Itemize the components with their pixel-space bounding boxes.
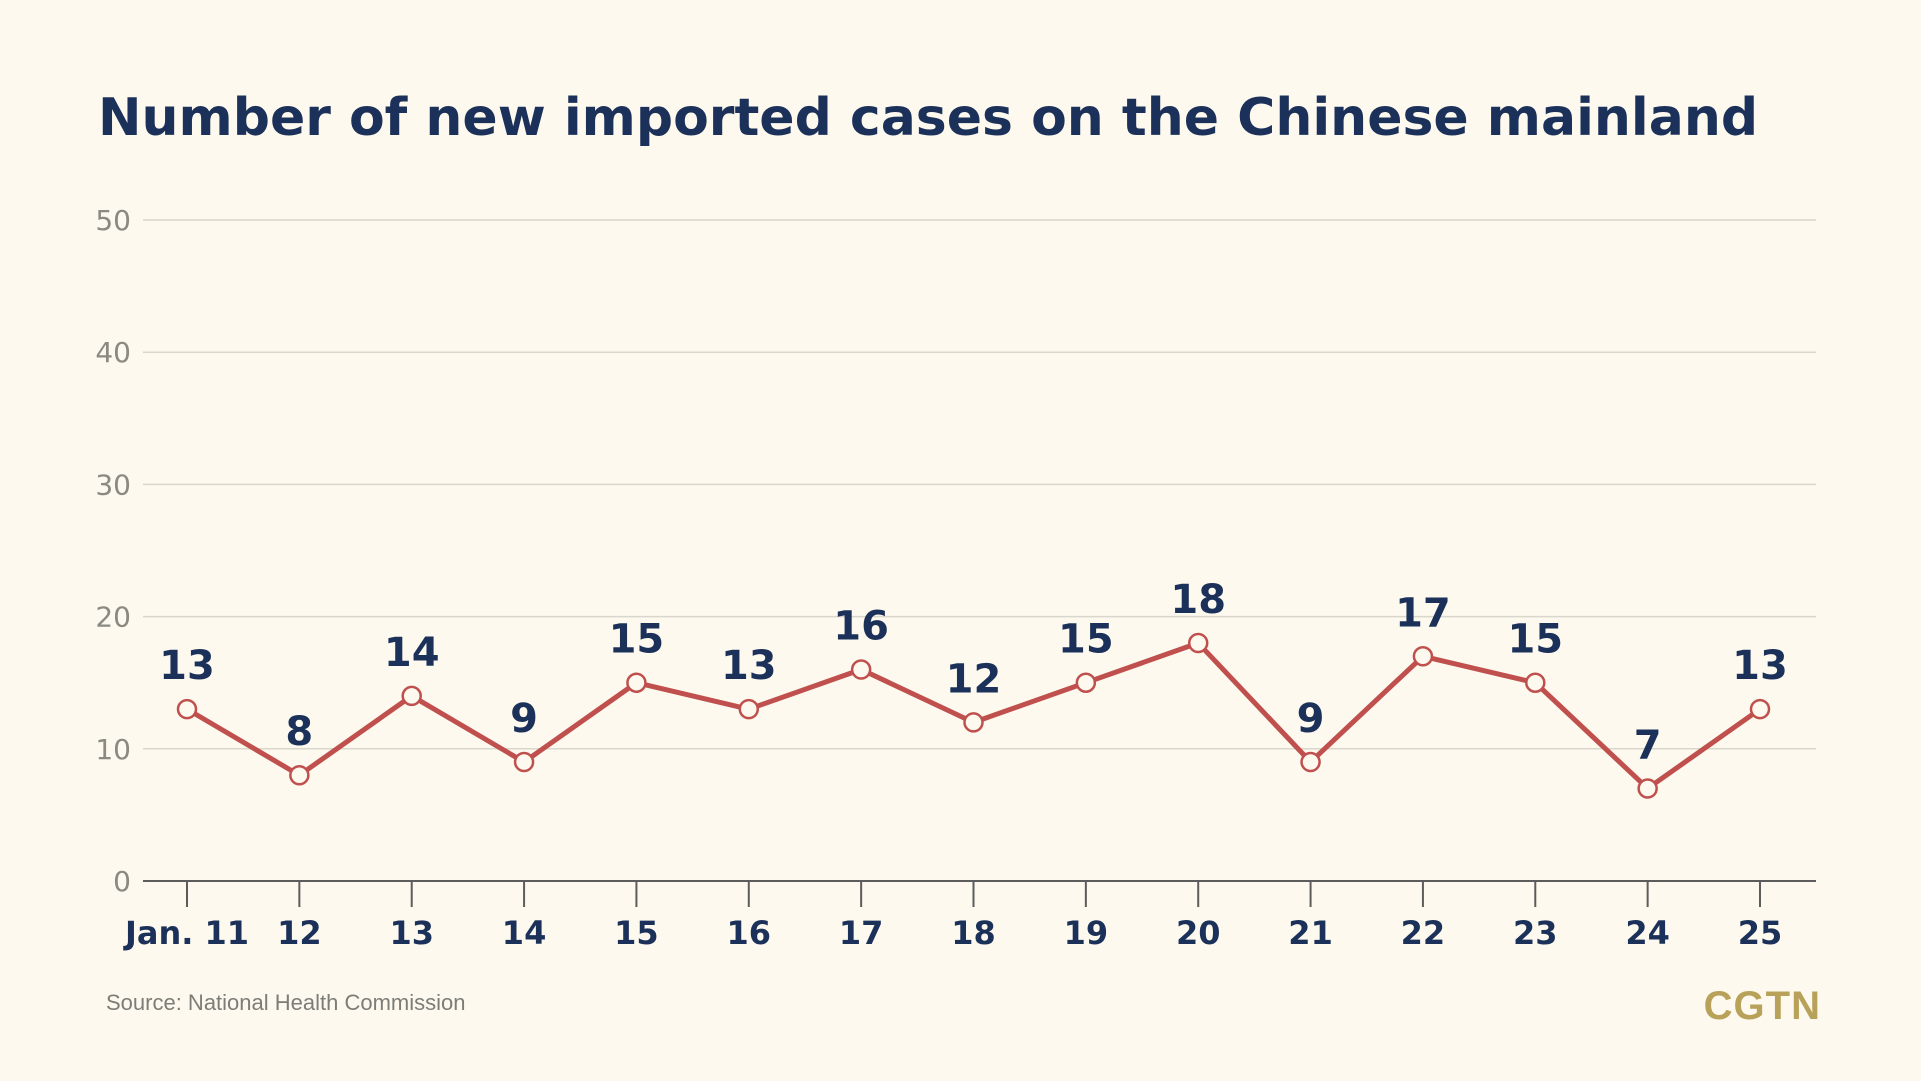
x-tick-label: 20 — [1176, 914, 1221, 952]
y-tick-label: 10 — [95, 733, 131, 766]
x-tick-label: 23 — [1513, 914, 1558, 952]
grid-layer — [143, 219, 1816, 750]
data-label: 15 — [1058, 617, 1114, 663]
data-point — [401, 685, 422, 707]
x-tick-label: 15 — [614, 914, 659, 952]
data-point — [176, 698, 198, 720]
x-tick-label: 16 — [727, 914, 772, 952]
data-label: 18 — [1170, 577, 1226, 623]
data-label: 15 — [1507, 617, 1563, 663]
data-point — [963, 712, 984, 733]
data-point — [1187, 632, 1209, 654]
source-note: Source: National Health Commission — [106, 990, 466, 1015]
data-label: 13 — [159, 643, 215, 689]
data-point — [1300, 751, 1321, 773]
data-point — [1412, 646, 1434, 667]
data-label: 15 — [609, 617, 665, 663]
series-layer — [176, 632, 1771, 799]
data-label: 12 — [946, 656, 1002, 702]
axis-layer: 0 10 20 30 40 50 Jan. 11 12 13 14 15 16 17 18 19 20 21 22… — [95, 204, 1816, 952]
data-label: 13 — [1732, 643, 1788, 689]
data-label: 9 — [1297, 696, 1325, 742]
data-point — [1637, 778, 1658, 799]
data-label: 9 — [510, 696, 538, 742]
x-tick-label: 21 — [1288, 914, 1333, 952]
cgtn-logo: CGTN — [1703, 984, 1821, 1028]
data-point — [738, 698, 760, 720]
x-tick-label: 19 — [1064, 914, 1109, 952]
chart-title: Number of new imported cases on the Chin… — [98, 88, 1759, 148]
data-label: 13 — [721, 643, 777, 689]
data-label: 16 — [833, 603, 889, 649]
x-tick-label: 22 — [1401, 914, 1446, 952]
data-label: 14 — [384, 630, 440, 676]
data-point — [1075, 672, 1097, 693]
data-point — [289, 764, 310, 786]
data-label: 7 — [1634, 722, 1662, 768]
y-tick-label: 30 — [95, 468, 131, 501]
data-point — [1749, 698, 1771, 720]
data-point — [850, 659, 872, 680]
data-point — [626, 672, 647, 693]
x-tick-label: 14 — [502, 914, 547, 952]
label-layer: 13 8 14 9 15 13 16 12 15 18 9 17 15 7 13 — [159, 577, 1788, 768]
x-tick-label: 25 — [1738, 914, 1783, 952]
x-tick-label: Jan. 11 — [123, 914, 249, 952]
x-tick-label: 13 — [389, 914, 434, 952]
x-tick-label: 18 — [951, 914, 996, 952]
x-tick-label: 12 — [277, 914, 322, 952]
y-tick-label: 20 — [95, 601, 131, 634]
y-tick-label: 50 — [95, 204, 131, 237]
x-tick-label: 24 — [1625, 914, 1670, 952]
y-tick-label: 0 — [113, 865, 131, 898]
data-label: 8 — [285, 709, 313, 755]
x-tick-label: 17 — [839, 914, 884, 952]
data-point — [1525, 672, 1546, 693]
data-point — [513, 751, 535, 773]
y-tick-label: 40 — [95, 336, 131, 369]
data-label: 17 — [1395, 590, 1451, 636]
